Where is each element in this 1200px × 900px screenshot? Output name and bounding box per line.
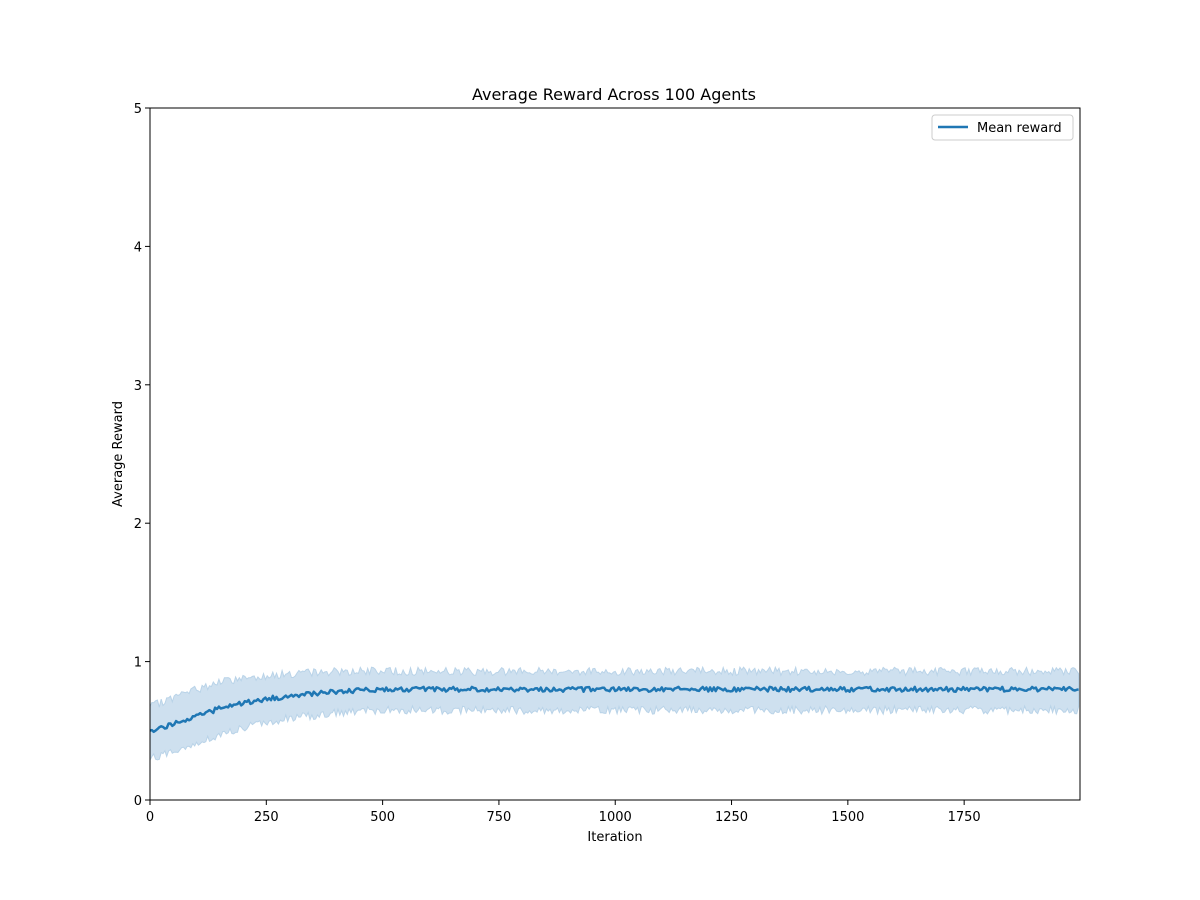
x-tick-label: 750 xyxy=(487,810,512,825)
y-tick-label: 2 xyxy=(134,517,142,532)
x-tick-label: 1750 xyxy=(948,810,981,825)
x-tick-label: 0 xyxy=(146,810,154,825)
legend-box xyxy=(931,114,1074,141)
x-tick-label: 500 xyxy=(370,810,395,825)
x-tick-label: 1500 xyxy=(831,810,864,825)
legend-label-mean-reward: Mean reward xyxy=(977,121,1062,136)
x-axis: 0 250 500 750 1000 1250 1500 1750 xyxy=(146,800,981,825)
y-tick-label: 5 xyxy=(134,102,142,117)
x-axis-label: Iteration xyxy=(587,830,642,845)
legend: Mean reward xyxy=(931,114,1074,141)
y-axis-label: Average Reward xyxy=(111,401,126,507)
x-tick-label: 1250 xyxy=(715,810,748,825)
x-tick-label: 1000 xyxy=(599,810,632,825)
series-line-mean-reward xyxy=(149,685,1079,734)
y-tick-label: 3 xyxy=(134,379,142,394)
y-axis: 0 1 2 3 4 5 xyxy=(134,102,150,809)
plot-area xyxy=(149,665,1080,761)
chart-title: Average Reward Across 100 Agents xyxy=(472,85,756,104)
y-tick-label: 1 xyxy=(134,656,142,671)
y-tick-label: 4 xyxy=(134,240,142,255)
x-tick-label: 250 xyxy=(254,810,279,825)
y-tick-label: 0 xyxy=(134,794,142,809)
